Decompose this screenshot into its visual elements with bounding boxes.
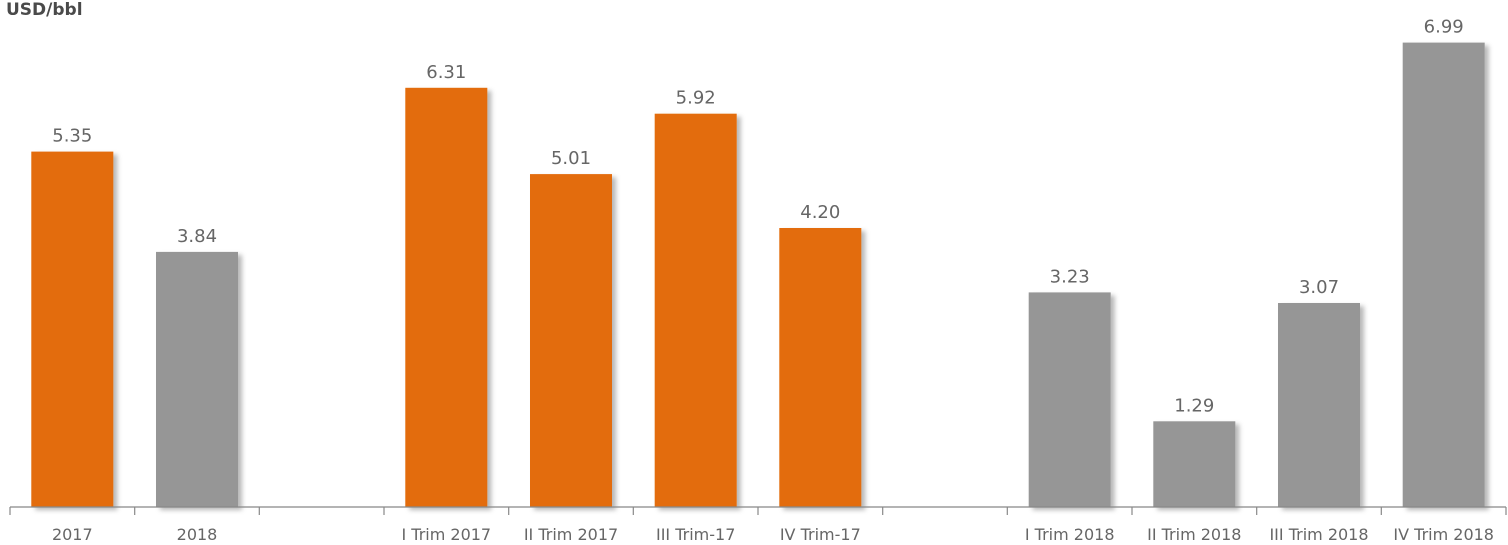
value-label-10: 3.07 [1299, 277, 1339, 298]
value-label-6: 4.20 [800, 202, 840, 223]
value-label-4: 5.01 [551, 148, 591, 169]
bar-6 [779, 228, 862, 507]
value-label-8: 3.23 [1050, 266, 1090, 287]
bar-8 [1028, 292, 1111, 507]
value-label-1: 3.84 [177, 226, 217, 247]
bar-11 [1402, 42, 1485, 507]
bar-10 [1278, 303, 1360, 507]
x-tick-label-6: IV Trim-17 [780, 525, 861, 544]
x-tick-label-5: III Trim-17 [656, 525, 735, 544]
value-label-5: 5.92 [676, 88, 716, 109]
value-label-0: 5.35 [52, 126, 92, 147]
x-tick-label-8: I Trim 2018 [1025, 525, 1115, 544]
x-tick-label-1: 2018 [177, 525, 218, 544]
value-label-9: 1.29 [1174, 395, 1214, 416]
value-label-3: 6.31 [426, 62, 466, 83]
bar-1 [156, 251, 238, 507]
x-tick-label-11: IV Trim 2018 [1393, 525, 1494, 544]
bar-3 [405, 87, 488, 508]
unit-label: USD/bbl [6, 0, 83, 20]
bar-4 [530, 174, 612, 507]
x-tick-label-3: I Trim 2017 [401, 525, 491, 544]
bar-9 [1153, 421, 1236, 507]
bar-0 [31, 151, 114, 507]
x-tick-label-4: II Trim 2017 [524, 525, 618, 544]
value-label-11: 6.99 [1424, 17, 1464, 38]
x-tick-label-10: III Trim 2018 [1269, 525, 1368, 544]
x-tick-label-0: 2017 [52, 525, 93, 544]
x-tick-label-9: II Trim 2018 [1147, 525, 1241, 544]
bar-5 [654, 113, 737, 507]
